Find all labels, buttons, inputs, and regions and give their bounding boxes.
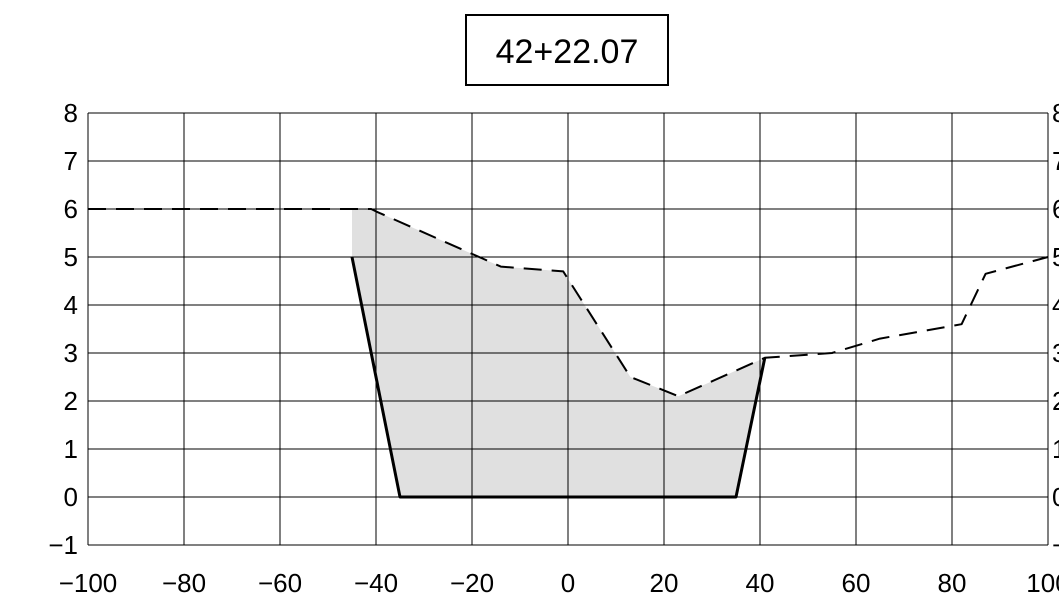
y-tick-label-left: −1 [48,530,78,560]
y-tick-label-right: 8 [1052,98,1059,128]
y-tick-label-right: 1 [1052,434,1059,464]
y-tick-label-left: 6 [64,194,78,224]
y-tick-label-left: 0 [64,482,78,512]
y-tick-label-right: 0 [1052,482,1059,512]
x-tick-label: 40 [746,568,775,598]
title-box [465,14,669,86]
y-tick-label-right: 2 [1052,386,1059,416]
y-tick-label-right: 4 [1052,290,1059,320]
x-tick-label: −20 [450,568,494,598]
y-tick-label-right: 3 [1052,338,1059,368]
x-tick-label: −40 [354,568,398,598]
x-tick-label: 100 [1026,568,1059,598]
y-tick-label-right: 7 [1052,146,1059,176]
design-section-line [350,256,767,499]
x-tick-label: 0 [561,568,575,598]
chart-title: 42+22.07 [496,33,639,71]
existing-ground-line [88,208,1049,398]
title-group: 42+22.07 [465,14,669,86]
y-tick-label-left: 3 [64,338,78,368]
x-tick-label: 60 [842,568,871,598]
y-tick-label-right: −1 [1052,530,1059,560]
y-tick-label-right: 6 [1052,194,1059,224]
y-tick-label-left: 7 [64,146,78,176]
x-tick-label: −100 [59,568,118,598]
tick-labels: −100−80−60−40−20020406080100−1−100112233… [48,98,1059,598]
y-tick-label-left: 8 [64,98,78,128]
y-tick-label-left: 1 [64,434,78,464]
grid-layer [87,112,1049,546]
y-tick-label-left: 4 [64,290,78,320]
x-tick-label: −60 [258,568,302,598]
x-tick-label: 80 [938,568,967,598]
y-tick-label-right: 5 [1052,242,1059,272]
y-tick-label-left: 5 [64,242,78,272]
y-tick-label-left: 2 [64,386,78,416]
series-layer [88,208,1049,499]
x-tick-label: 20 [650,568,679,598]
x-tick-label: −80 [162,568,206,598]
